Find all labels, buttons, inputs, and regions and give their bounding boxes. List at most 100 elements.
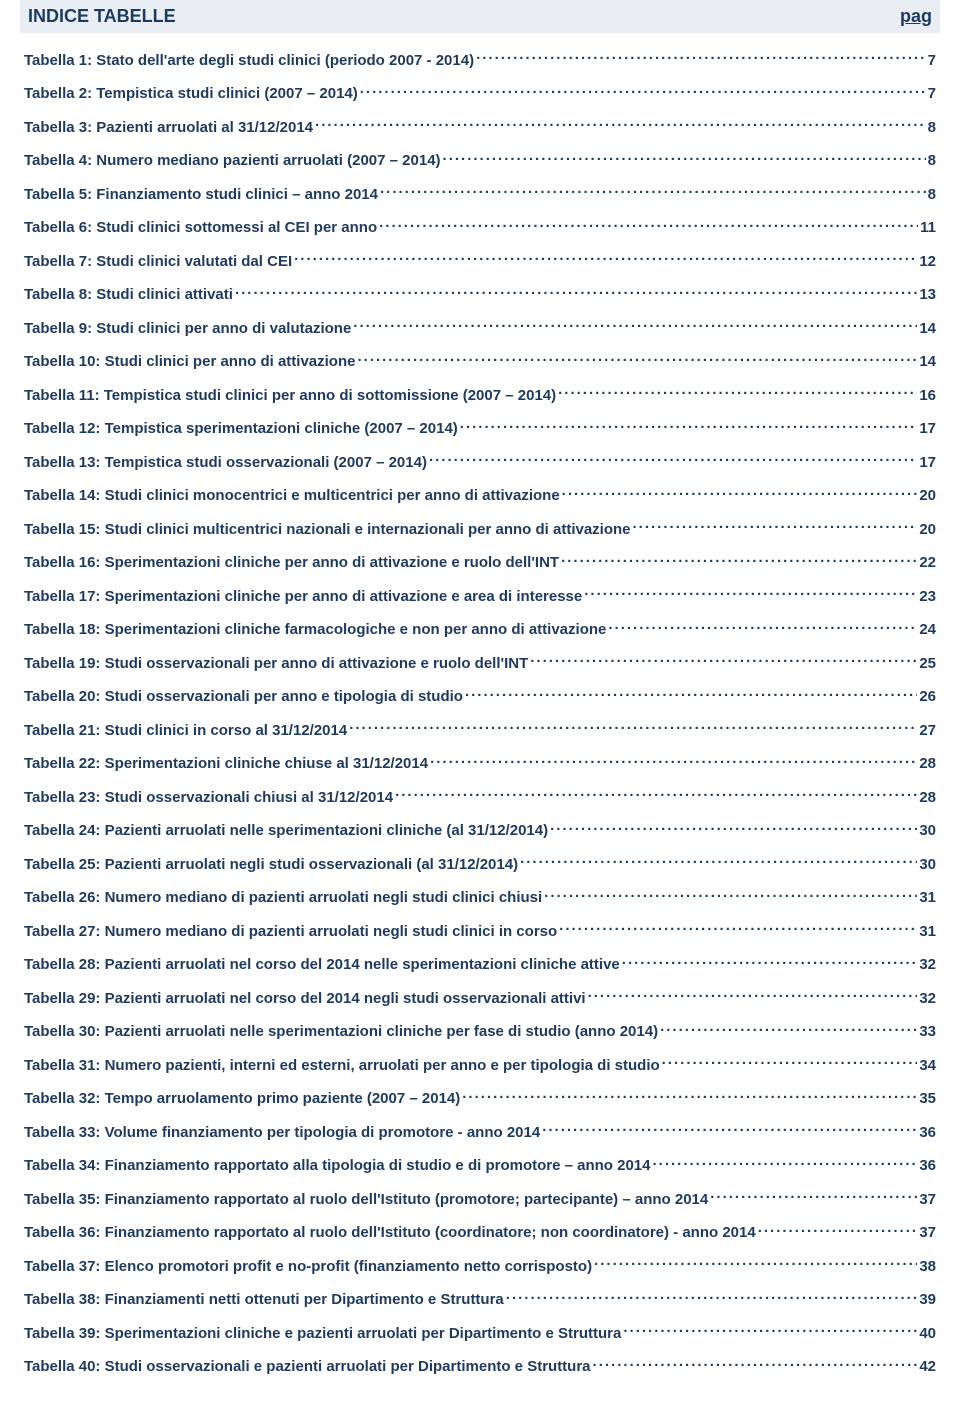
toc-entry[interactable]: Tabella 8: Studi clinici attivati 13 xyxy=(24,278,936,312)
toc-entry[interactable]: Tabella 24: Pazienti arruolati nelle spe… xyxy=(24,814,936,848)
toc-entry-page: 35 xyxy=(919,1089,936,1109)
toc-entry[interactable]: Tabella 26: Numero mediano di pazienti a… xyxy=(24,881,936,915)
toc-entry[interactable]: Tabella 29: Pazienti arruolati nel corso… xyxy=(24,981,936,1015)
toc-entry-leader xyxy=(429,452,917,467)
toc-entry-page: 14 xyxy=(919,352,936,372)
toc-entry[interactable]: Tabella 33: Volume finanziamento per tip… xyxy=(24,1115,936,1149)
toc-entry-page: 12 xyxy=(919,252,936,272)
toc-entry[interactable]: Tabella 17: Sperimentazioni cliniche per… xyxy=(24,579,936,613)
toc-entry[interactable]: Tabella 38: Finanziamenti netti ottenuti… xyxy=(24,1283,936,1317)
toc-entry-label: Tabella 3: Pazienti arruolati al 31/12/2… xyxy=(24,118,313,138)
toc-entry-page: 25 xyxy=(919,654,936,674)
toc-entry-page: 8 xyxy=(928,118,936,138)
toc-entry-leader xyxy=(476,50,926,65)
toc-entry-leader xyxy=(430,753,917,768)
toc-entry-label: Tabella 25: Pazienti arruolati negli stu… xyxy=(24,855,518,875)
toc-entry[interactable]: Tabella 30: Pazienti arruolati nelle spe… xyxy=(24,1015,936,1049)
toc-entry[interactable]: Tabella 40: Studi osservazionali e pazie… xyxy=(24,1350,936,1384)
toc-entry[interactable]: Tabella 2: Tempistica studi clinici (200… xyxy=(24,77,936,111)
toc-entry[interactable]: Tabella 23: Studi osservazionali chiusi … xyxy=(24,780,936,814)
toc-entry[interactable]: Tabella 20: Studi osservazionali per ann… xyxy=(24,680,936,714)
toc-entry-label: Tabella 22: Sperimentazioni cliniche chi… xyxy=(24,754,428,774)
toc-entry-leader xyxy=(360,83,926,98)
toc-entry-label: Tabella 40: Studi osservazionali e pazie… xyxy=(24,1357,591,1377)
toc-entry[interactable]: Tabella 11: Tempistica studi clinici per… xyxy=(24,378,936,412)
toc-entry[interactable]: Tabella 27: Numero mediano di pazienti a… xyxy=(24,914,936,948)
toc-header-bar: INDICE TABELLE pag xyxy=(20,0,940,33)
toc-entry[interactable]: Tabella 34: Finanziamento rapportato all… xyxy=(24,1149,936,1183)
toc-entry-label: Tabella 4: Numero mediano pazienti arruo… xyxy=(24,151,441,171)
toc-entry-leader xyxy=(443,150,926,165)
toc-entry-label: Tabella 6: Studi clinici sottomessi al C… xyxy=(24,218,377,238)
toc-entry-page: 38 xyxy=(919,1257,936,1277)
toc-entry[interactable]: Tabella 35: Finanziamento rapportato al … xyxy=(24,1182,936,1216)
toc-entry[interactable]: Tabella 32: Tempo arruolamento primo paz… xyxy=(24,1082,936,1116)
toc-entry[interactable]: Tabella 25: Pazienti arruolati negli stu… xyxy=(24,847,936,881)
toc-entry[interactable]: Tabella 36: Finanziamento rapportato al … xyxy=(24,1216,936,1250)
toc-entry-page: 24 xyxy=(919,620,936,640)
toc-entry[interactable]: Tabella 19: Studi osservazionali per ann… xyxy=(24,646,936,680)
toc-entry-leader xyxy=(652,1155,917,1170)
toc-entry-label: Tabella 8: Studi clinici attivati xyxy=(24,285,233,305)
toc-entry[interactable]: Tabella 37: Elenco promotori profit e no… xyxy=(24,1249,936,1283)
toc-entry-label: Tabella 16: Sperimentazioni cliniche per… xyxy=(24,553,559,573)
toc-entry-label: Tabella 23: Studi osservazionali chiusi … xyxy=(24,788,393,808)
toc-entry-label: Tabella 37: Elenco promotori profit e no… xyxy=(24,1257,592,1277)
toc-entry-leader xyxy=(633,519,918,534)
toc-entry[interactable]: Tabella 22: Sperimentazioni cliniche chi… xyxy=(24,747,936,781)
toc-entry[interactable]: Tabella 16: Sperimentazioni cliniche per… xyxy=(24,546,936,580)
toc-entry[interactable]: Tabella 14: Studi clinici monocentrici e… xyxy=(24,479,936,513)
toc-entry-label: Tabella 29: Pazienti arruolati nel corso… xyxy=(24,989,586,1009)
toc-entry-label: Tabella 36: Finanziamento rapportato al … xyxy=(24,1223,756,1243)
toc-entry-label: Tabella 2: Tempistica studi clinici (200… xyxy=(24,84,358,104)
toc-entry-label: Tabella 17: Sperimentazioni cliniche per… xyxy=(24,587,582,607)
toc-entry-leader xyxy=(593,1356,918,1371)
toc-entry-page: 32 xyxy=(919,955,936,975)
toc-entry-leader xyxy=(353,318,917,333)
toc-entry[interactable]: Tabella 13: Tempistica studi osservazion… xyxy=(24,445,936,479)
toc-entry[interactable]: Tabella 31: Numero pazienti, interni ed … xyxy=(24,1048,936,1082)
toc-entry-leader xyxy=(550,820,917,835)
toc-entry[interactable]: Tabella 18: Sperimentazioni cliniche far… xyxy=(24,613,936,647)
toc-entry-label: Tabella 26: Numero mediano di pazienti a… xyxy=(24,888,542,908)
toc-entry[interactable]: Tabella 4: Numero mediano pazienti arruo… xyxy=(24,144,936,178)
toc-entry-leader xyxy=(584,586,917,601)
toc-entry[interactable]: Tabella 10: Studi clinici per anno di at… xyxy=(24,345,936,379)
toc-entry[interactable]: Tabella 9: Studi clinici per anno di val… xyxy=(24,311,936,345)
toc-entry[interactable]: Tabella 7: Studi clinici valutati dal CE… xyxy=(24,244,936,278)
toc-entry-page: 17 xyxy=(919,453,936,473)
toc-entry-leader xyxy=(588,988,918,1003)
toc-entry-leader xyxy=(235,284,917,299)
toc-entry-page: 32 xyxy=(919,989,936,1009)
toc-entry[interactable]: Tabella 3: Pazienti arruolati al 31/12/2… xyxy=(24,110,936,144)
toc-entry-leader xyxy=(710,1189,917,1204)
toc-entry[interactable]: Tabella 28: Pazienti arruolati nel corso… xyxy=(24,948,936,982)
toc-entry-page: 31 xyxy=(919,888,936,908)
toc-entry-leader xyxy=(758,1222,918,1237)
toc-entry-page: 8 xyxy=(928,151,936,171)
toc-entry-page: 37 xyxy=(919,1223,936,1243)
toc-entry-label: Tabella 31: Numero pazienti, interni ed … xyxy=(24,1056,660,1076)
toc-entry-leader xyxy=(315,117,926,132)
toc-entry[interactable]: Tabella 15: Studi clinici multicentrici … xyxy=(24,512,936,546)
toc-entry[interactable]: Tabella 39: Sperimentazioni cliniche e p… xyxy=(24,1316,936,1350)
toc-entry-page: 14 xyxy=(919,319,936,339)
toc-entry-label: Tabella 13: Tempistica studi osservazion… xyxy=(24,453,427,473)
toc-entry-label: Tabella 24: Pazienti arruolati nelle spe… xyxy=(24,821,548,841)
toc-entry[interactable]: Tabella 6: Studi clinici sottomessi al C… xyxy=(24,211,936,245)
toc-entry-page: 17 xyxy=(919,419,936,439)
toc-entry-label: Tabella 21: Studi clinici in corso al 31… xyxy=(24,721,347,741)
toc-entry-leader xyxy=(559,921,917,936)
toc-entry-leader xyxy=(542,1122,917,1137)
toc-entry-leader xyxy=(530,653,917,668)
toc-entry-leader xyxy=(561,552,917,567)
toc-entry[interactable]: Tabella 1: Stato dell'arte degli studi c… xyxy=(24,43,936,77)
toc-entry-leader xyxy=(594,1256,917,1271)
toc-entry-page: 37 xyxy=(919,1190,936,1210)
toc-entry[interactable]: Tabella 5: Finanziamento studi clinici –… xyxy=(24,177,936,211)
toc-page-label: pag xyxy=(900,6,932,27)
toc-entry[interactable]: Tabella 12: Tempistica sperimentazioni c… xyxy=(24,412,936,446)
toc-entry-leader xyxy=(622,954,918,969)
toc-entry[interactable]: Tabella 21: Studi clinici in corso al 31… xyxy=(24,713,936,747)
toc-entry-page: 27 xyxy=(919,721,936,741)
